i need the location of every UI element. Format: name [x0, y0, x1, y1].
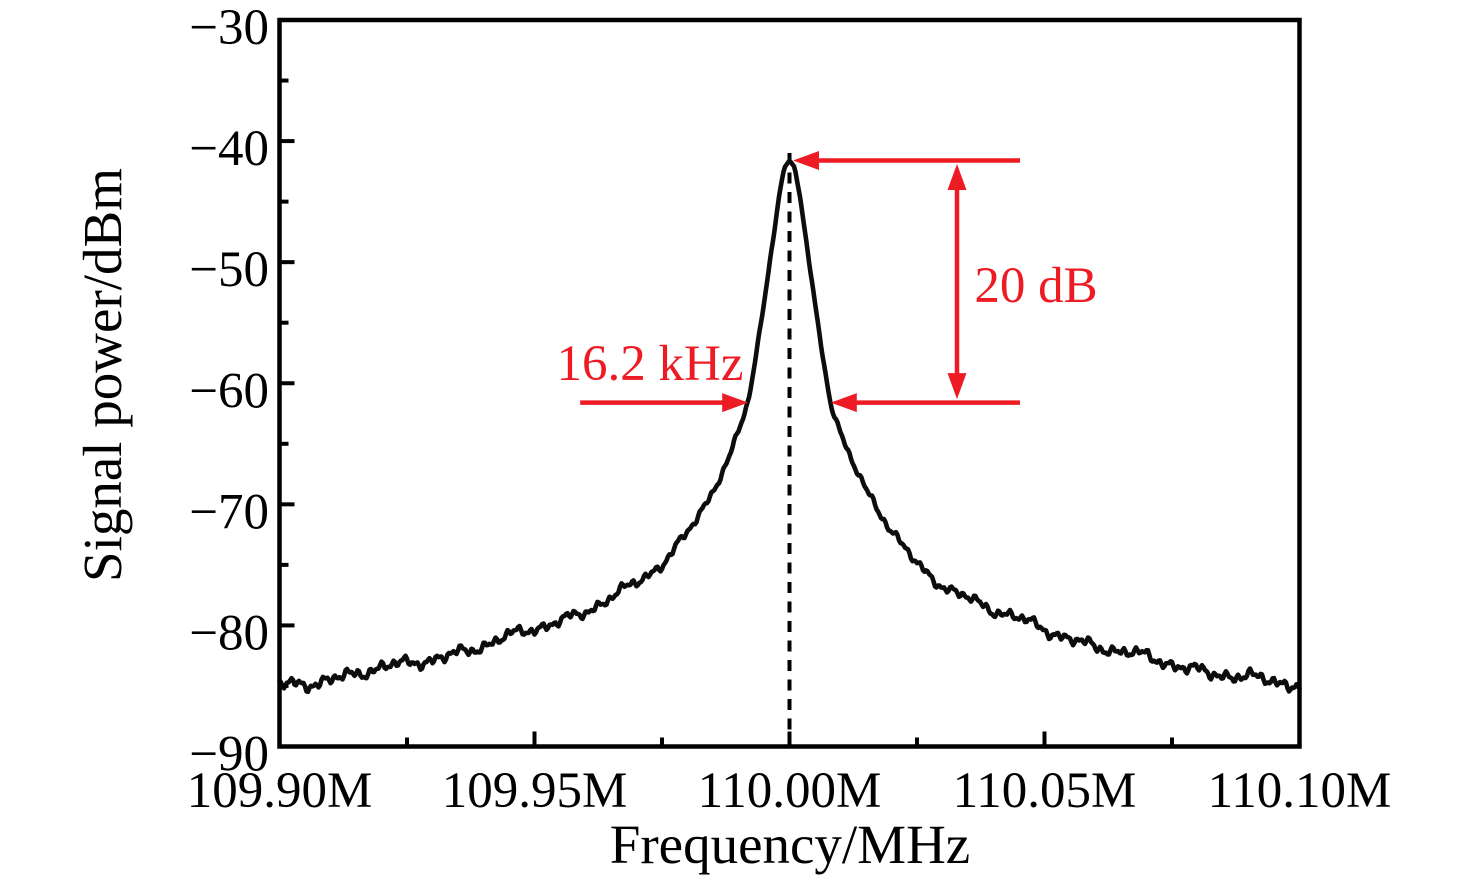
x-tick-label: 110.10M: [1208, 763, 1392, 819]
y-tick-label: −40: [189, 121, 269, 177]
x-axis-title: Frequency/MHz: [610, 814, 970, 875]
linewidth-annotation-label: 16.2 kHz: [557, 336, 744, 392]
axis-ticks-group: [277, 18, 1302, 749]
y-tick-label: −90: [189, 727, 269, 783]
plot-border: [277, 17, 1302, 749]
y-tick-label: −30: [189, 0, 269, 56]
annotations-group: [580, 150, 1020, 413]
right-linewidth-arrowhead: [830, 393, 857, 413]
delta-arrowhead-up: [947, 163, 967, 190]
peak-arrowhead: [793, 150, 819, 170]
x-tick-label: 110.00M: [698, 763, 882, 819]
delta-arrowhead-down: [947, 373, 967, 400]
y-tick-label: −70: [189, 484, 269, 540]
plot-generated-layers: 109.90M 109.95M 110.00M 110.05M 110.10M −30 −4…: [187, 0, 1392, 819]
y-axis-title: Signal power/dBm: [72, 168, 133, 582]
x-tick-label: 109.95M: [442, 763, 628, 819]
y-tick-label: −50: [189, 242, 269, 298]
y-tick-label: −80: [189, 605, 269, 661]
x-tick-label: 110.05M: [953, 763, 1137, 819]
x-tick-label: 109.90M: [187, 763, 373, 819]
spectrum-curve: [277, 158, 1302, 695]
y-tick-label: −60: [189, 363, 269, 419]
left-linewidth-arrowhead: [722, 393, 749, 413]
delta-annotation-label: 20 dB: [974, 258, 1097, 314]
